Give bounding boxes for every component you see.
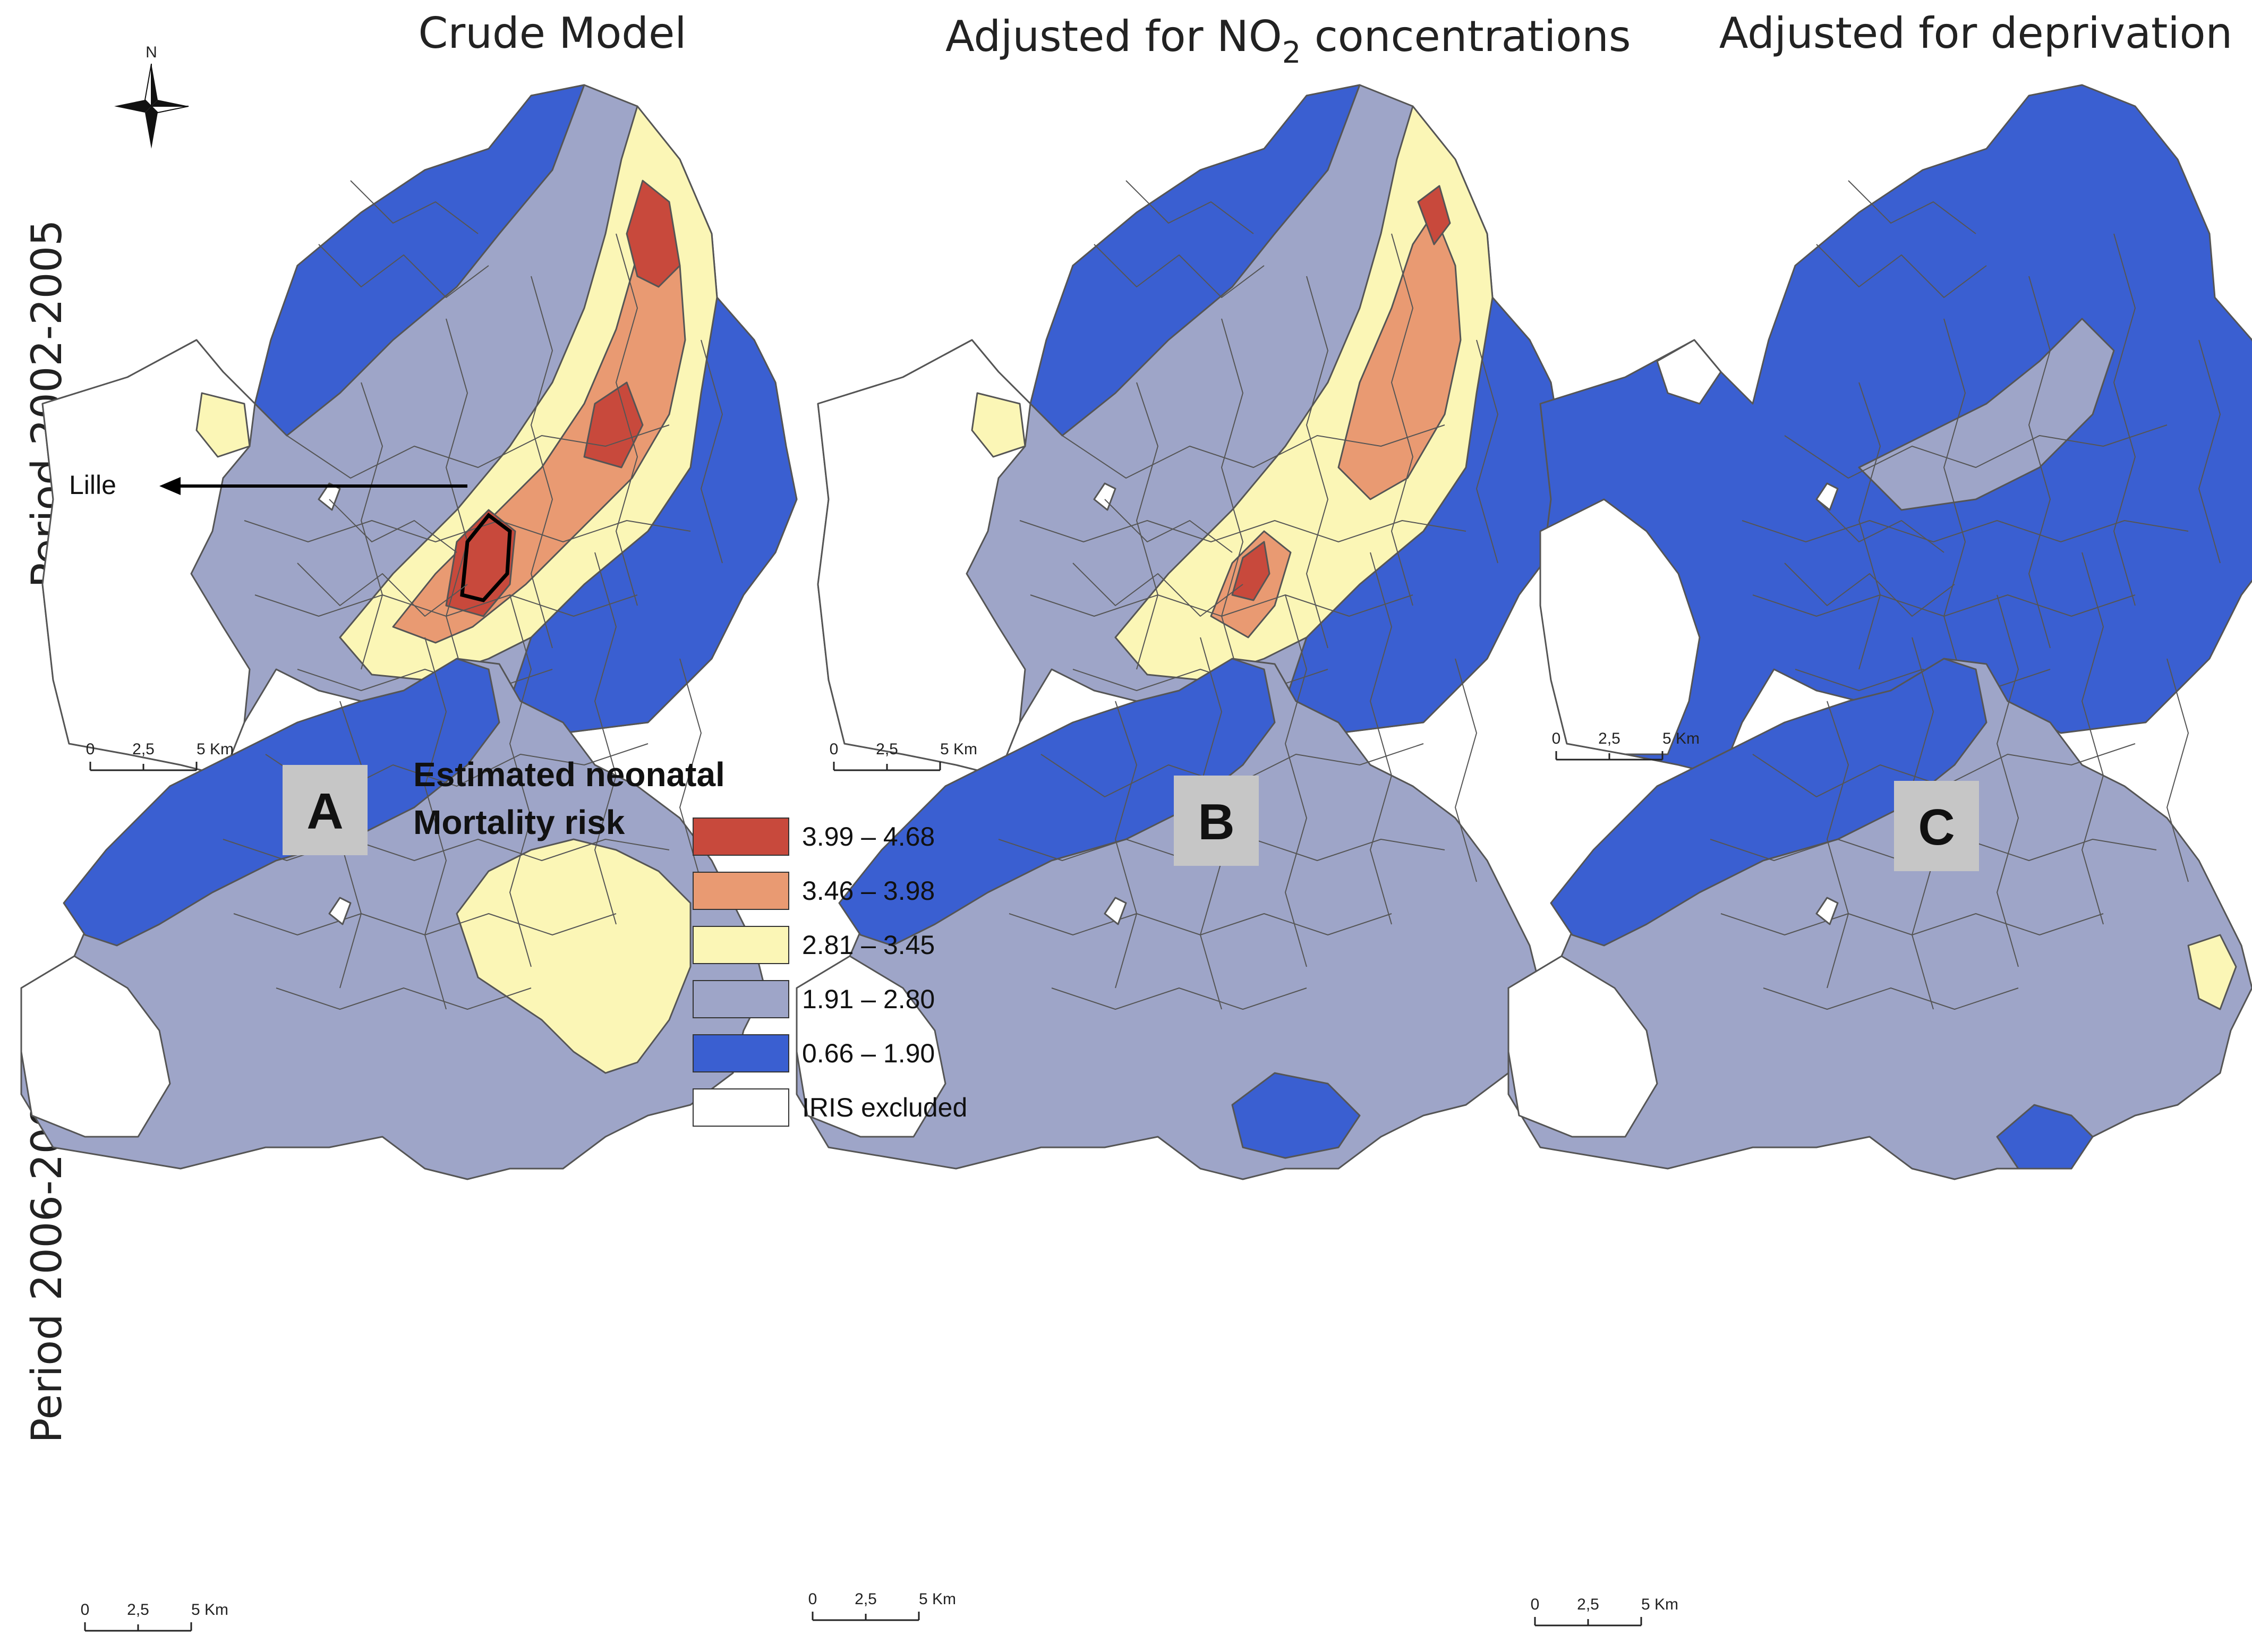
svg-text:0: 0 xyxy=(830,740,839,758)
svg-text:B: B xyxy=(1198,794,1234,850)
map-crude-2006-2009 xyxy=(20,499,766,1180)
map-no2-2006-2009 xyxy=(796,499,1541,1180)
map-no2-2002-2005 xyxy=(817,84,1573,798)
legend-swatch xyxy=(693,1088,789,1127)
scale-bar-bottom-c: 0 2,5 5 Km xyxy=(1531,1596,1678,1627)
scale-bar-top-b: 0 2,5 5 Km xyxy=(830,740,977,771)
panel-label-c: C xyxy=(1894,781,1979,871)
svg-text:0: 0 xyxy=(808,1590,817,1608)
legend: Estimated neonatal Mortality risk 3.99 –… xyxy=(413,755,967,1127)
svg-text:N: N xyxy=(146,44,157,61)
legend-title-line2: Mortality risk xyxy=(413,803,625,841)
legend-swatch xyxy=(693,1034,789,1072)
panel-label-b: B xyxy=(1174,776,1259,866)
panel-label-a: A xyxy=(283,765,368,855)
legend-label: 2.81 – 3.45 xyxy=(802,930,935,960)
scale-bar-top-a: 0 2,5 5 Km xyxy=(86,740,234,771)
north-arrow-icon: N xyxy=(114,44,189,149)
svg-text:2,5: 2,5 xyxy=(855,1590,877,1608)
legend-swatch xyxy=(693,926,789,964)
scale-bar-top-c: 0 2,5 5 Km xyxy=(1552,730,1700,761)
svg-text:0: 0 xyxy=(1552,730,1561,747)
svg-text:5 Km: 5 Km xyxy=(940,740,977,758)
svg-text:2,5: 2,5 xyxy=(1577,1596,1599,1613)
legend-label: 3.99 – 4.68 xyxy=(802,822,935,851)
legend-swatch xyxy=(693,980,789,1018)
title-crude-model: Crude Model xyxy=(418,8,686,58)
svg-text:0: 0 xyxy=(1531,1596,1540,1613)
title-adjusted-deprivation: Adjusted for deprivation xyxy=(1719,8,2232,58)
svg-text:0: 0 xyxy=(81,1601,90,1619)
svg-text:2,5: 2,5 xyxy=(876,740,898,758)
map-crude-2002-2005 xyxy=(41,84,798,798)
lille-pointer: Lille xyxy=(69,470,467,500)
lille-label: Lille xyxy=(69,470,116,500)
svg-text:5 Km: 5 Km xyxy=(919,1590,956,1608)
svg-text:2,5: 2,5 xyxy=(127,1601,149,1619)
legend-label: 1.91 – 2.80 xyxy=(802,984,935,1014)
svg-text:0: 0 xyxy=(86,740,95,758)
map-deprivation-2006-2009 xyxy=(1507,499,2252,1180)
legend-title-line1: Estimated neonatal xyxy=(413,755,725,794)
scale-bar-bottom-b: 0 2,5 5 Km xyxy=(808,1590,956,1621)
svg-text:2,5: 2,5 xyxy=(1598,730,1620,747)
scale-bar-bottom-a: 0 2,5 5 Km xyxy=(81,1601,228,1632)
svg-text:5 Km: 5 Km xyxy=(197,740,234,758)
svg-text:5 Km: 5 Km xyxy=(1662,730,1700,747)
legend-swatch xyxy=(693,818,789,856)
title-adjusted-no2: Adjusted for NO2 concentrations xyxy=(945,12,1631,70)
legend-swatch xyxy=(693,872,789,910)
svg-text:A: A xyxy=(306,783,343,840)
svg-text:2,5: 2,5 xyxy=(132,740,155,758)
legend-label: 3.46 – 3.98 xyxy=(802,876,935,906)
legend-label: 0.66 – 1.90 xyxy=(802,1038,935,1068)
svg-text:5 Km: 5 Km xyxy=(191,1601,228,1619)
legend-label: IRIS excluded xyxy=(802,1093,967,1122)
svg-text:5 Km: 5 Km xyxy=(1641,1596,1678,1613)
svg-text:C: C xyxy=(1918,799,1955,856)
